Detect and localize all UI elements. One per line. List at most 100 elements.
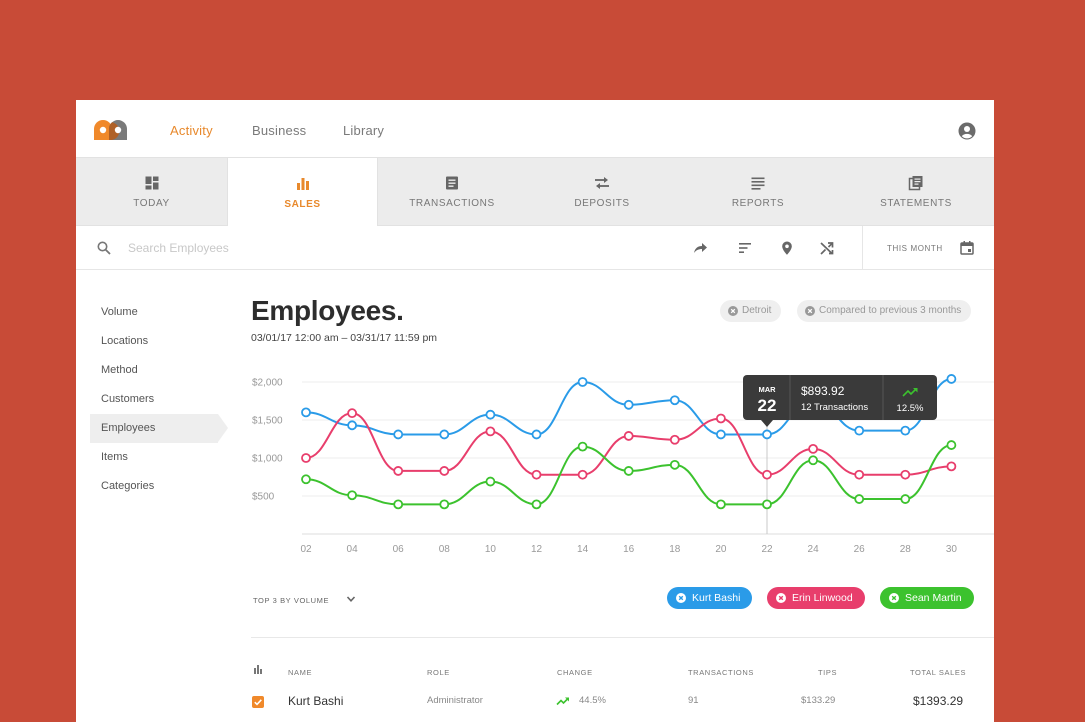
data-point-erin-linwood bbox=[900, 469, 911, 480]
location-pin-icon[interactable] bbox=[779, 240, 795, 256]
row-checkbox[interactable] bbox=[252, 696, 264, 708]
data-point-erin-linwood bbox=[808, 443, 818, 454]
data-point-sean-martin bbox=[347, 490, 357, 501]
data-point-kurt-bashi bbox=[347, 420, 357, 431]
tab-label: REPORTS bbox=[731, 198, 785, 209]
remove-filter-icon[interactable] bbox=[728, 306, 738, 316]
x-tick-label: 16 bbox=[623, 544, 635, 555]
tab-deposits[interactable]: DEPOSITS bbox=[526, 158, 678, 226]
section-tabs: TODAY SALES TRANSACTIONS bbox=[76, 157, 994, 227]
sidebar-item-method[interactable]: Method bbox=[101, 364, 138, 376]
sales-line-chart: $2,000 $1,500 $1,000 $500 02 04 06 08 10 12 14 16 18… bbox=[252, 374, 994, 555]
data-point-sean-martin bbox=[854, 494, 865, 504]
tab-transactions[interactable]: TRANSACTIONS bbox=[378, 158, 526, 226]
sidebar-item-customers[interactable]: Customers bbox=[101, 393, 155, 405]
remove-filter-icon[interactable] bbox=[805, 306, 815, 316]
column-header-tips[interactable]: TIPS bbox=[818, 668, 838, 677]
column-header-role[interactable]: ROLE bbox=[427, 668, 450, 677]
user-account-icon[interactable] bbox=[958, 122, 976, 140]
y-tick-label: $1,500 bbox=[252, 416, 283, 427]
x-tick-label: 24 bbox=[808, 544, 820, 555]
search-icon bbox=[97, 241, 111, 255]
data-point-kurt-bashi bbox=[485, 409, 496, 420]
data-point-kurt-bashi bbox=[393, 429, 404, 440]
trend-up-arrowhead bbox=[913, 388, 918, 393]
y-tick-label: $1,000 bbox=[252, 454, 283, 465]
nav-activity[interactable]: Activity bbox=[170, 123, 213, 138]
data-point-erin-linwood bbox=[439, 466, 450, 476]
tooltip-transactions: 12 Transactions bbox=[801, 402, 868, 413]
data-point-sean-martin bbox=[439, 499, 450, 510]
chevron-down-icon[interactable] bbox=[346, 594, 356, 604]
shuffle-icon[interactable] bbox=[819, 240, 835, 256]
section-divider bbox=[251, 637, 994, 638]
tooltip-day: 22 bbox=[758, 396, 777, 415]
tab-reports[interactable]: REPORTS bbox=[678, 158, 838, 226]
column-header-change[interactable]: CHANGE bbox=[557, 668, 593, 677]
transactions-value: 91 bbox=[688, 695, 699, 706]
sort-icon[interactable] bbox=[737, 240, 753, 256]
data-point-erin-linwood bbox=[715, 413, 726, 424]
legend-pill-label: Erin Linwood bbox=[792, 592, 853, 604]
period-selector[interactable]: THIS MONTH bbox=[887, 244, 943, 253]
brand-logo bbox=[94, 120, 127, 140]
x-tick-label: 08 bbox=[439, 544, 451, 555]
tab-statements[interactable]: STATEMENTS bbox=[838, 158, 994, 226]
legend-pill-sean-martin[interactable]: Sean Martin bbox=[880, 587, 974, 609]
sidebar-item-categories[interactable]: Categories bbox=[101, 480, 155, 492]
sidebar-menu: Volume Locations Method Customers Employ… bbox=[90, 298, 230, 501]
sidebar-item-volume[interactable]: Volume bbox=[101, 306, 138, 318]
legend-pill-kurt-bashi[interactable]: Kurt Bashi bbox=[667, 587, 753, 609]
tab-today[interactable]: TODAY bbox=[76, 158, 227, 226]
legend-pill-erin-linwood[interactable]: Erin Linwood bbox=[767, 587, 865, 609]
data-point-sean-martin bbox=[577, 441, 588, 452]
sidebar-item-items[interactable]: Items bbox=[101, 451, 128, 463]
page-title: Employees. bbox=[251, 295, 404, 326]
data-point-erin-linwood bbox=[669, 434, 680, 445]
data-point-kurt-bashi bbox=[301, 407, 311, 418]
column-header-name[interactable]: NAME bbox=[288, 668, 313, 677]
total-sales-value: $1393.29 bbox=[913, 694, 964, 708]
sidebar-item-locations[interactable]: Locations bbox=[101, 335, 149, 347]
series-line-erin-linwood bbox=[305, 412, 952, 476]
filter-chip-detroit[interactable]: Detroit bbox=[720, 300, 782, 322]
data-point-kurt-bashi bbox=[669, 395, 680, 406]
nav-business[interactable]: Business bbox=[252, 123, 307, 138]
tips-value: $133.29 bbox=[801, 695, 836, 706]
tab-sales[interactable]: SALES bbox=[227, 158, 378, 227]
data-point-sean-martin bbox=[393, 499, 404, 510]
tab-label: DEPOSITS bbox=[574, 198, 630, 209]
remove-series-icon[interactable] bbox=[889, 593, 899, 603]
filter-chip-comparison[interactable]: Compared to previous 3 months bbox=[797, 300, 972, 322]
data-point-sean-martin bbox=[946, 440, 957, 450]
data-point-erin-linwood bbox=[485, 426, 496, 437]
x-tick-label: 02 bbox=[300, 544, 312, 555]
bar-chart-icon[interactable] bbox=[253, 664, 263, 674]
column-header-total-sales[interactable]: TOTAL SALES bbox=[910, 668, 967, 677]
documents-icon bbox=[908, 176, 923, 191]
x-tick-label: 26 bbox=[854, 544, 866, 555]
employee-name[interactable]: Kurt Bashi bbox=[288, 694, 344, 708]
tab-label: STATEMENTS bbox=[880, 198, 952, 209]
data-point-kurt-bashi bbox=[531, 429, 542, 440]
tooltip-amount: $893.92 bbox=[801, 384, 845, 398]
share-icon[interactable] bbox=[692, 240, 708, 256]
remove-series-icon[interactable] bbox=[776, 593, 786, 603]
receipt-icon bbox=[446, 176, 458, 190]
data-point-erin-linwood bbox=[854, 469, 865, 480]
legend-pill-label: Kurt Bashi bbox=[692, 592, 741, 604]
sidebar-item-employees[interactable]: Employees bbox=[90, 414, 228, 443]
calendar-icon[interactable] bbox=[959, 240, 975, 256]
trend-up-icon bbox=[556, 697, 569, 706]
tooltip-box bbox=[743, 375, 937, 420]
search-input[interactable] bbox=[128, 238, 428, 258]
data-point-kurt-bashi bbox=[946, 374, 957, 384]
nav-library[interactable]: Library bbox=[343, 123, 385, 138]
column-header-transactions[interactable]: TRANSACTIONS bbox=[688, 668, 754, 677]
data-point-erin-linwood bbox=[762, 469, 772, 480]
top3-selector[interactable]: TOP 3 BY VOLUME bbox=[253, 596, 330, 605]
data-point-erin-linwood bbox=[531, 469, 542, 480]
remove-series-icon[interactable] bbox=[676, 593, 686, 603]
data-point-erin-linwood bbox=[946, 461, 957, 472]
data-point-kurt-bashi bbox=[900, 425, 911, 436]
